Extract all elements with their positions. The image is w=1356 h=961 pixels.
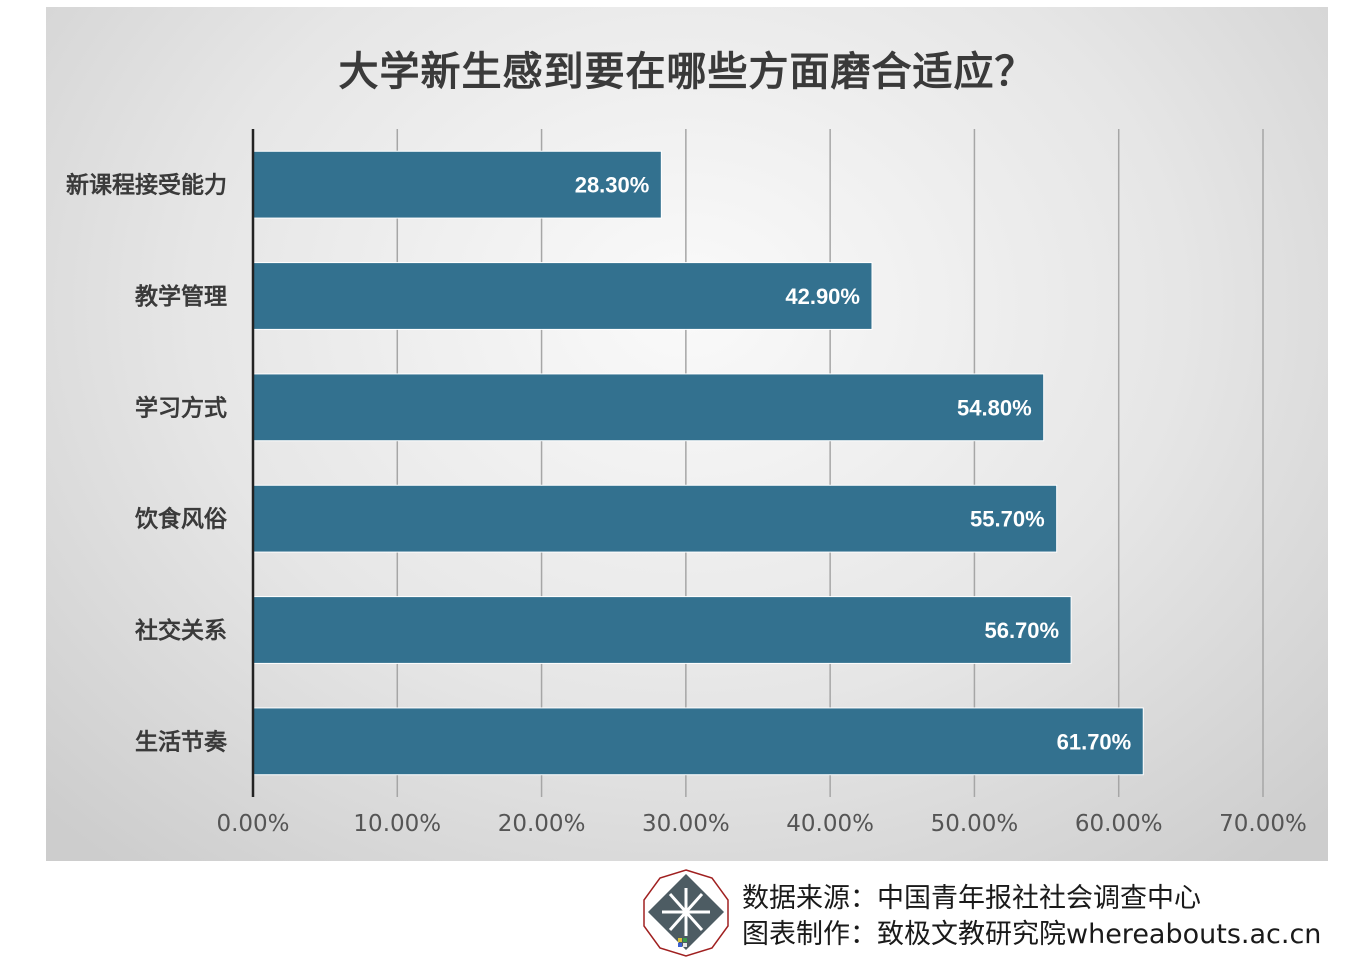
x-tick-label: 10.00% — [353, 811, 441, 837]
chart-title: 大学新生感到要在哪些方面磨合适应？ — [338, 49, 1036, 95]
x-tick-label: 0.00% — [216, 811, 289, 837]
data-label: 56.70% — [984, 618, 1059, 643]
x-tick-label: 20.00% — [498, 811, 586, 837]
bar — [252, 150, 662, 219]
category-label: 饮食风俗 — [134, 506, 228, 533]
data-label: 28.30% — [575, 173, 650, 198]
credit-text: 图表制作：致极文教研究院whereabouts.ac.cn — [742, 919, 1322, 950]
bar — [252, 484, 1058, 553]
chart-panel: 大学新生感到要在哪些方面磨合适应？ 0.00% 10.00% 20.00% 30.00… — [46, 7, 1328, 861]
x-tick-label: 60.00% — [1075, 811, 1163, 837]
x-tick-label: 30.00% — [642, 811, 730, 837]
x-tick-label: 40.00% — [786, 811, 874, 837]
bar — [252, 707, 1144, 776]
data-label: 55.70% — [970, 507, 1045, 532]
x-tick-label: 50.00% — [931, 811, 1019, 837]
data-label: 42.90% — [785, 284, 860, 309]
category-label: 社交关系 — [135, 617, 227, 644]
bar-chart: 0.00% 10.00% 20.00% 30.00% 40.00% 50.00% 60.00… — [66, 129, 1307, 837]
footer: 数据来源：中国青年报社社会调查中心 图表制作：致极文教研究院whereabout… — [640, 868, 1356, 961]
whereabouts-logo-icon — [643, 869, 729, 957]
source-text: 数据来源：中国青年报社社会调查中心 — [742, 883, 1201, 914]
bar — [252, 373, 1045, 442]
category-label: 生活节奏 — [135, 729, 228, 755]
category-label: 教学管理 — [135, 283, 227, 310]
category-label: 学习方式 — [135, 394, 227, 421]
bar — [252, 596, 1072, 664]
x-tick-label: 70.00% — [1219, 811, 1307, 837]
data-label: 54.80% — [957, 395, 1032, 420]
category-label: 新课程接受能力 — [66, 172, 227, 199]
data-label: 61.70% — [1057, 729, 1132, 754]
bar — [252, 262, 873, 330]
